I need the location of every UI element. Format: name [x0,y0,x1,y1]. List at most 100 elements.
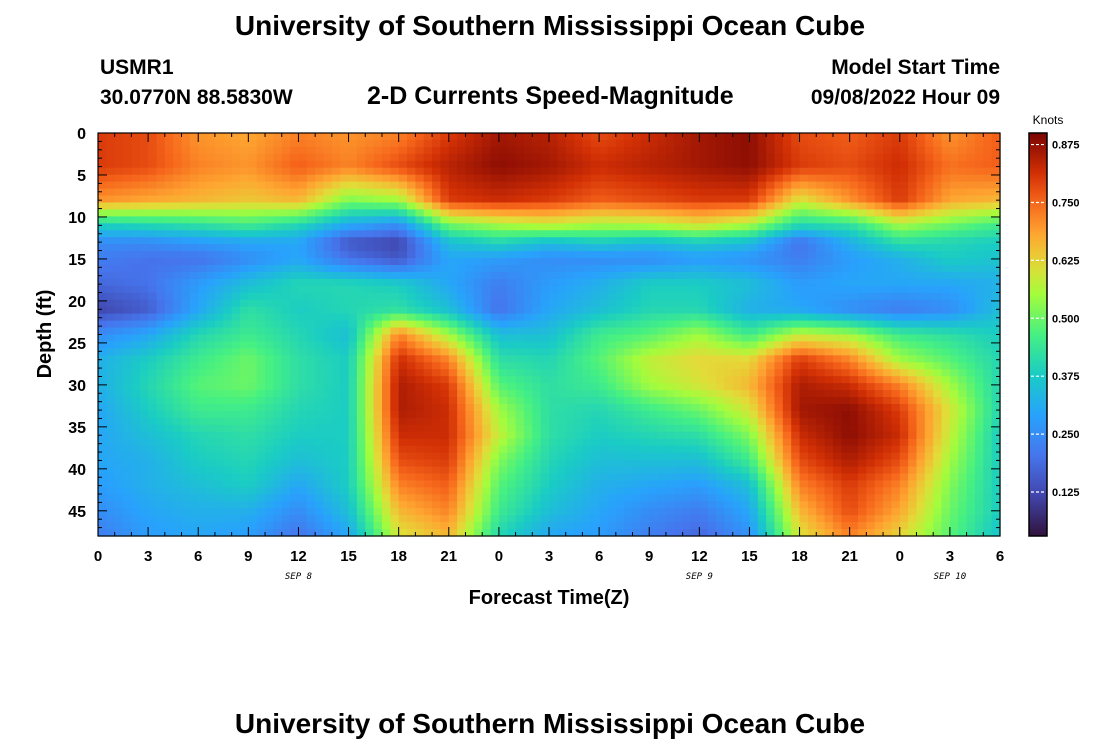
heatmap-cell [457,355,467,363]
heatmap-cell [256,369,266,377]
heatmap-cell [749,390,759,398]
heatmap-cell [707,237,717,245]
heatmap-cell [482,285,492,294]
heatmap-cell [139,348,149,356]
heatmap-cell [774,230,784,238]
heatmap-cell [131,251,141,259]
heatmap-cell [515,139,525,148]
heatmap-cell [507,397,517,405]
heatmap-cell [549,271,558,280]
heatmap-cell [832,244,842,252]
heatmap-cell [849,216,859,224]
heatmap-cell [916,320,926,329]
heatmap-cell [265,362,274,370]
heatmap-cell [799,320,809,329]
heatmap-cell [891,299,901,308]
heatmap-cell [899,403,909,412]
heatmap-cell [139,188,149,197]
heatmap-cell [816,133,826,141]
heatmap-cell [265,424,274,433]
heatmap-cell [139,445,149,454]
heatmap-cell [373,202,383,211]
heatmap-cell [816,299,826,308]
heatmap-cell [440,348,450,356]
heatmap-cell [373,139,383,148]
heatmap-cell [365,153,375,162]
heatmap-cell [624,160,634,169]
heatmap-cell [807,403,817,412]
heatmap-cell [164,139,174,148]
heatmap-cell [640,362,650,370]
heatmap-cell [173,258,183,266]
heatmap-cell [824,320,834,329]
heatmap-cell [615,334,625,343]
heatmap-cell [933,216,943,224]
heatmap-cell [908,320,918,329]
heatmap-cell [156,181,166,190]
heatmap-cell [949,341,959,349]
heatmap-cell [974,230,984,238]
heatmap-cell [707,383,717,391]
heatmap-cell [306,424,316,433]
heatmap-cell [849,285,859,294]
heatmap-cell [523,431,533,440]
heatmap-cell [782,292,792,301]
heatmap-cell [883,417,893,426]
heatmap-cell [407,139,416,148]
heatmap-cell [173,188,183,197]
heatmap-cell [974,334,984,343]
heatmap-cell [331,139,341,148]
heatmap-cell [181,181,191,190]
heatmap-cell [766,278,776,287]
heatmap-cell [799,327,809,336]
heatmap-cell [557,397,567,405]
heatmap-cell [315,320,325,329]
heatmap-cell [507,133,517,141]
heatmap-cell [265,216,274,224]
heatmap-cell [490,237,500,245]
heatmap-cell [273,146,283,155]
heatmap-cell [966,174,976,183]
heatmap-cell [665,431,675,440]
heatmap-cell [883,320,893,329]
heatmap-cell [256,181,266,190]
heatmap-cell [189,452,199,461]
heatmap-cell [131,355,141,363]
heatmap-cell [507,292,517,301]
heatmap-cell [565,139,575,148]
heatmap-cell [858,424,867,433]
heatmap-cell [482,271,492,280]
heatmap-cell [741,362,751,370]
heatmap-cell [256,424,266,433]
heatmap-cell [98,167,107,176]
heatmap-cell [807,167,817,176]
heatmap-cell [607,202,617,211]
heatmap-cell [532,160,542,169]
heatmap-cell [273,216,283,224]
heatmap-cell [465,348,475,356]
heatmap-cell [816,355,826,363]
heatmap-cell [757,133,767,141]
heatmap-cell [657,167,667,176]
heatmap-cell [640,438,650,447]
heatmap-cell [757,376,767,384]
heatmap-cell [949,188,959,197]
heatmap-cell [206,174,216,183]
heatmap-cell [690,327,700,336]
heatmap-cell [340,403,350,412]
heatmap-cell [189,313,199,322]
heatmap-cell [933,390,943,398]
heatmap-cell [657,424,667,433]
heatmap-cell [523,369,533,377]
heatmap-cell [799,181,809,190]
heatmap-cell [732,397,742,405]
heatmap-cell [716,237,725,245]
heatmap-cell [156,403,166,412]
heatmap-cell [448,133,458,141]
heatmap-cell [123,265,133,273]
heatmap-cell [916,209,926,217]
heatmap-cell [682,258,692,266]
heatmap-cell [991,383,1001,391]
heatmap-cell [757,445,767,454]
heatmap-cell [273,424,283,433]
